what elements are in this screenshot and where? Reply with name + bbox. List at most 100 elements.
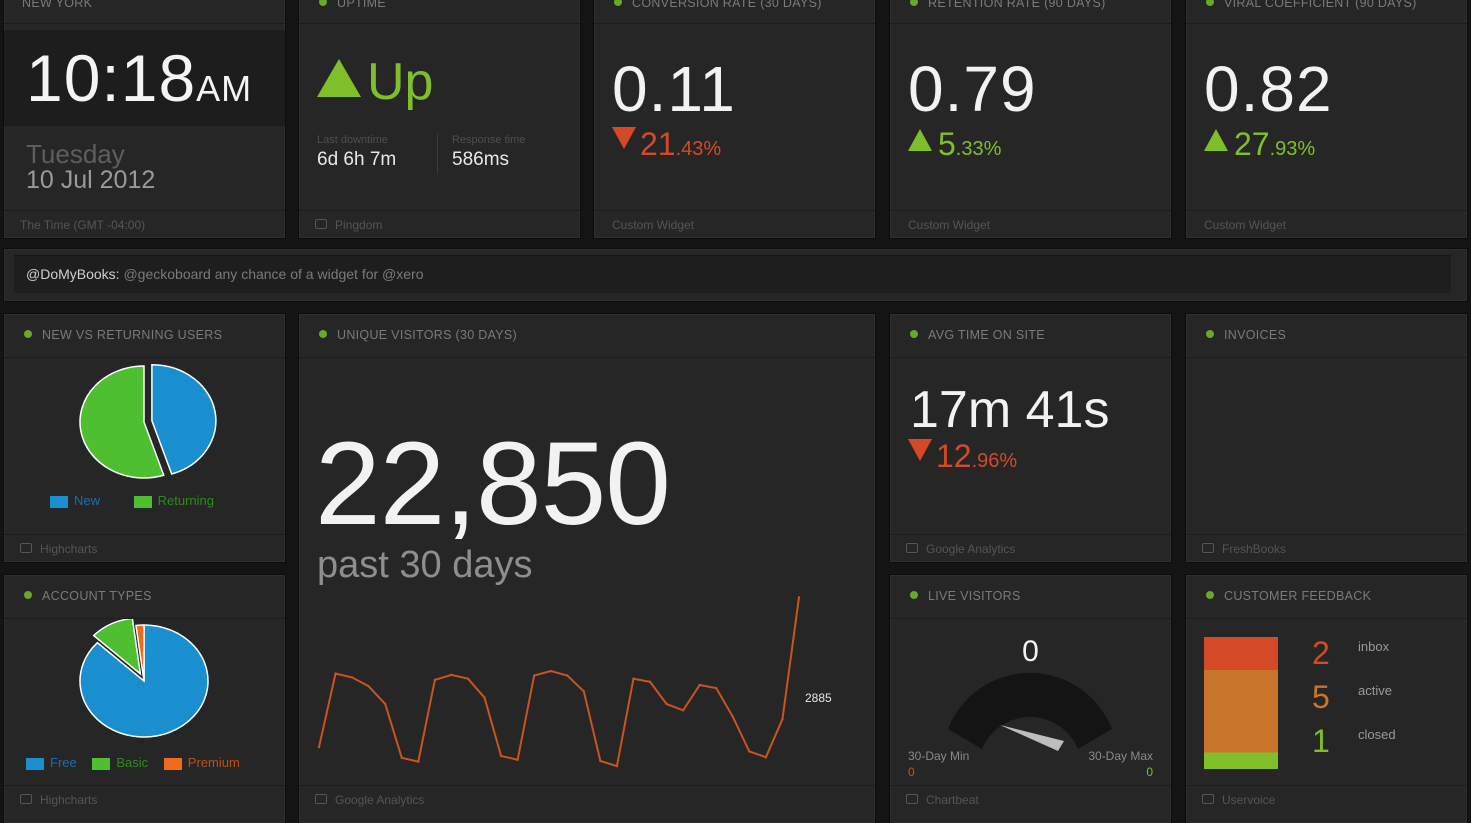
unique-visitors-point — [615, 764, 619, 768]
status-dot-icon — [1206, 330, 1214, 338]
feedback-active-count: 5 — [1312, 679, 1330, 715]
unique-visitors-widget: UNIQUE VISITORS (30 DAYS) 22,850 past 30… — [299, 314, 875, 823]
unique-visitors-point — [350, 676, 354, 679]
clock-footer-label: The Time (GMT -04:00) — [20, 218, 146, 232]
clock-time-band — [4, 30, 285, 126]
invoices-title: INVOICES — [1224, 328, 1287, 342]
arrow-up-icon — [317, 59, 361, 97]
legend-free-swatch — [26, 757, 44, 770]
unique-visitors-point — [566, 674, 569, 677]
live-visitors-widget: LIVE VISITORS 0 30-Day Min 0 30-Day Max … — [890, 575, 1171, 823]
legend-new[interactable]: New — [74, 493, 101, 508]
unique-visitors-value: 22,850 — [315, 418, 671, 550]
feedback-inbox-label: inbox — [1358, 639, 1390, 654]
clock-widget: NEW YORK 10:18AM Tuesday 10 Jul 2012 The… — [4, 0, 285, 238]
unique-visitors-point — [599, 759, 602, 763]
arrow-up-icon — [1204, 129, 1228, 151]
unique-visitors-footer: Google Analytics — [299, 785, 875, 813]
avg-time-change-dec: .96% — [971, 450, 1018, 472]
legend-free[interactable]: Free — [50, 755, 77, 770]
source-icon — [906, 543, 918, 553]
pie-slice-basic[interactable] — [92, 619, 142, 676]
status-dot-icon — [910, 591, 918, 599]
gauge-min-label: 30-Day Min — [908, 749, 970, 763]
clock-time-value: 10:18 — [26, 41, 197, 115]
source-icon — [20, 543, 32, 553]
gauge-needle-icon — [1000, 725, 1064, 751]
retention-change: 5.33% — [908, 126, 1001, 163]
pie-slice-premium[interactable] — [135, 624, 145, 682]
unique-visitors-point — [317, 745, 321, 749]
live-visitors-title: LIVE VISITORS — [928, 589, 1021, 603]
customer-feedback-widget: CUSTOMER FEEDBACK 2 inbox 5 active 1 clo… — [1186, 575, 1467, 823]
unique-visitors-point — [532, 674, 536, 677]
source-icon — [20, 794, 32, 804]
status-dot-icon — [614, 0, 622, 6]
unique-visitors-series-line — [318, 597, 800, 768]
unique-visitors-point — [384, 702, 387, 706]
pie-slice-returning[interactable] — [79, 365, 165, 479]
customer-feedback-title: CUSTOMER FEEDBACK — [1224, 589, 1372, 603]
uptime-divider — [437, 134, 438, 174]
retention-footer-label: Custom Widget — [908, 218, 991, 232]
ticker-user[interactable]: @DoMyBooks: — [26, 266, 120, 282]
account-types-footer: Highcharts — [4, 785, 285, 813]
uptime-widget: UPTIME Up Last downtime 6d 6h 7m Respons… — [299, 0, 580, 238]
unique-visitors-point — [797, 596, 801, 599]
conversion-change-dec: .43% — [675, 138, 722, 160]
twitter-ticker-widget: @DoMyBooks: @geckoboard any chance of a … — [4, 249, 1467, 301]
ticker-message[interactable]: @DoMyBooks: @geckoboard any chance of a … — [26, 266, 424, 282]
invoices-widget: INVOICES FreshBooks — [1186, 314, 1467, 562]
unique-visitors-point — [582, 690, 586, 693]
viral-footer-label: Custom Widget — [1204, 218, 1287, 232]
uptime-title: UPTIME — [337, 0, 387, 10]
account-types-title: ACCOUNT TYPES — [42, 589, 152, 603]
gauge-max-value: 0 — [1146, 765, 1153, 779]
legend-premium[interactable]: Premium — [187, 755, 240, 770]
live-visitors-footer: Chartbeat — [890, 785, 1171, 813]
live-visitors-footer-label: Chartbeat — [926, 793, 979, 807]
feedback-inbox-count: 2 — [1312, 635, 1330, 671]
legend-basic[interactable]: Basic — [116, 755, 149, 770]
status-dot-icon — [319, 0, 327, 6]
feedback-stacked-bar — [1204, 637, 1278, 769]
status-dot-icon — [319, 330, 327, 338]
arrow-down-icon — [908, 439, 932, 461]
pie-slice-new[interactable] — [151, 363, 217, 475]
account-types-widget: ACCOUNT TYPES Free Basic Premium Highcha… — [4, 575, 285, 823]
unique-visitors-point — [483, 696, 486, 699]
avg-time-change-int: 12 — [936, 438, 972, 474]
viral-value: 0.82 — [1204, 53, 1333, 125]
status-dot-icon — [24, 330, 32, 338]
account-types-footer-label: Highcharts — [40, 793, 98, 807]
last-downtime-value: 6d 6h 7m — [317, 149, 397, 170]
unique-visitors-point — [400, 756, 403, 760]
unique-visitors-point — [499, 754, 503, 758]
conversion-footer-label: Custom Widget — [612, 218, 695, 232]
new-vs-returning-title: NEW VS RETURNING USERS — [42, 328, 223, 342]
legend-returning[interactable]: Returning — [157, 493, 215, 508]
clock-day: Tuesday — [26, 139, 125, 169]
source-icon — [315, 219, 327, 229]
conversion-widget: CONVERSION RATE (30 DAYS) 0.11 21.43% Cu… — [594, 0, 875, 238]
viral-change-dec: .93% — [1269, 138, 1316, 160]
legend-new-swatch — [50, 495, 68, 508]
response-time-label: Response time — [452, 134, 526, 146]
retention-title: RETENTION RATE (90 DAYS) — [928, 0, 1106, 10]
avg-time-value: 17m 41s — [910, 381, 1110, 439]
unique-visitors-point — [433, 678, 437, 682]
legend-returning-swatch — [133, 495, 152, 508]
unique-visitors-point — [367, 685, 370, 688]
feedback-active-label: active — [1358, 683, 1392, 698]
new-vs-returning-footer-label: Highcharts — [40, 542, 98, 556]
feedback-bar-inbox — [1204, 637, 1278, 670]
uptime-status: Up — [317, 52, 433, 112]
avg-time-widget: AVG TIME ON SITE 17m 41s 12.96% Google A… — [890, 314, 1171, 562]
source-icon — [906, 794, 918, 804]
ticker-bar: @DoMyBooks: @geckoboard any chance of a … — [14, 255, 1451, 293]
retention-footer: Custom Widget — [890, 210, 1171, 238]
retention-value: 0.79 — [908, 53, 1037, 125]
clock-footer: The Time (GMT -04:00) — [4, 210, 285, 238]
unique-visitors-point — [632, 677, 635, 680]
unique-visitors-point — [764, 756, 768, 759]
